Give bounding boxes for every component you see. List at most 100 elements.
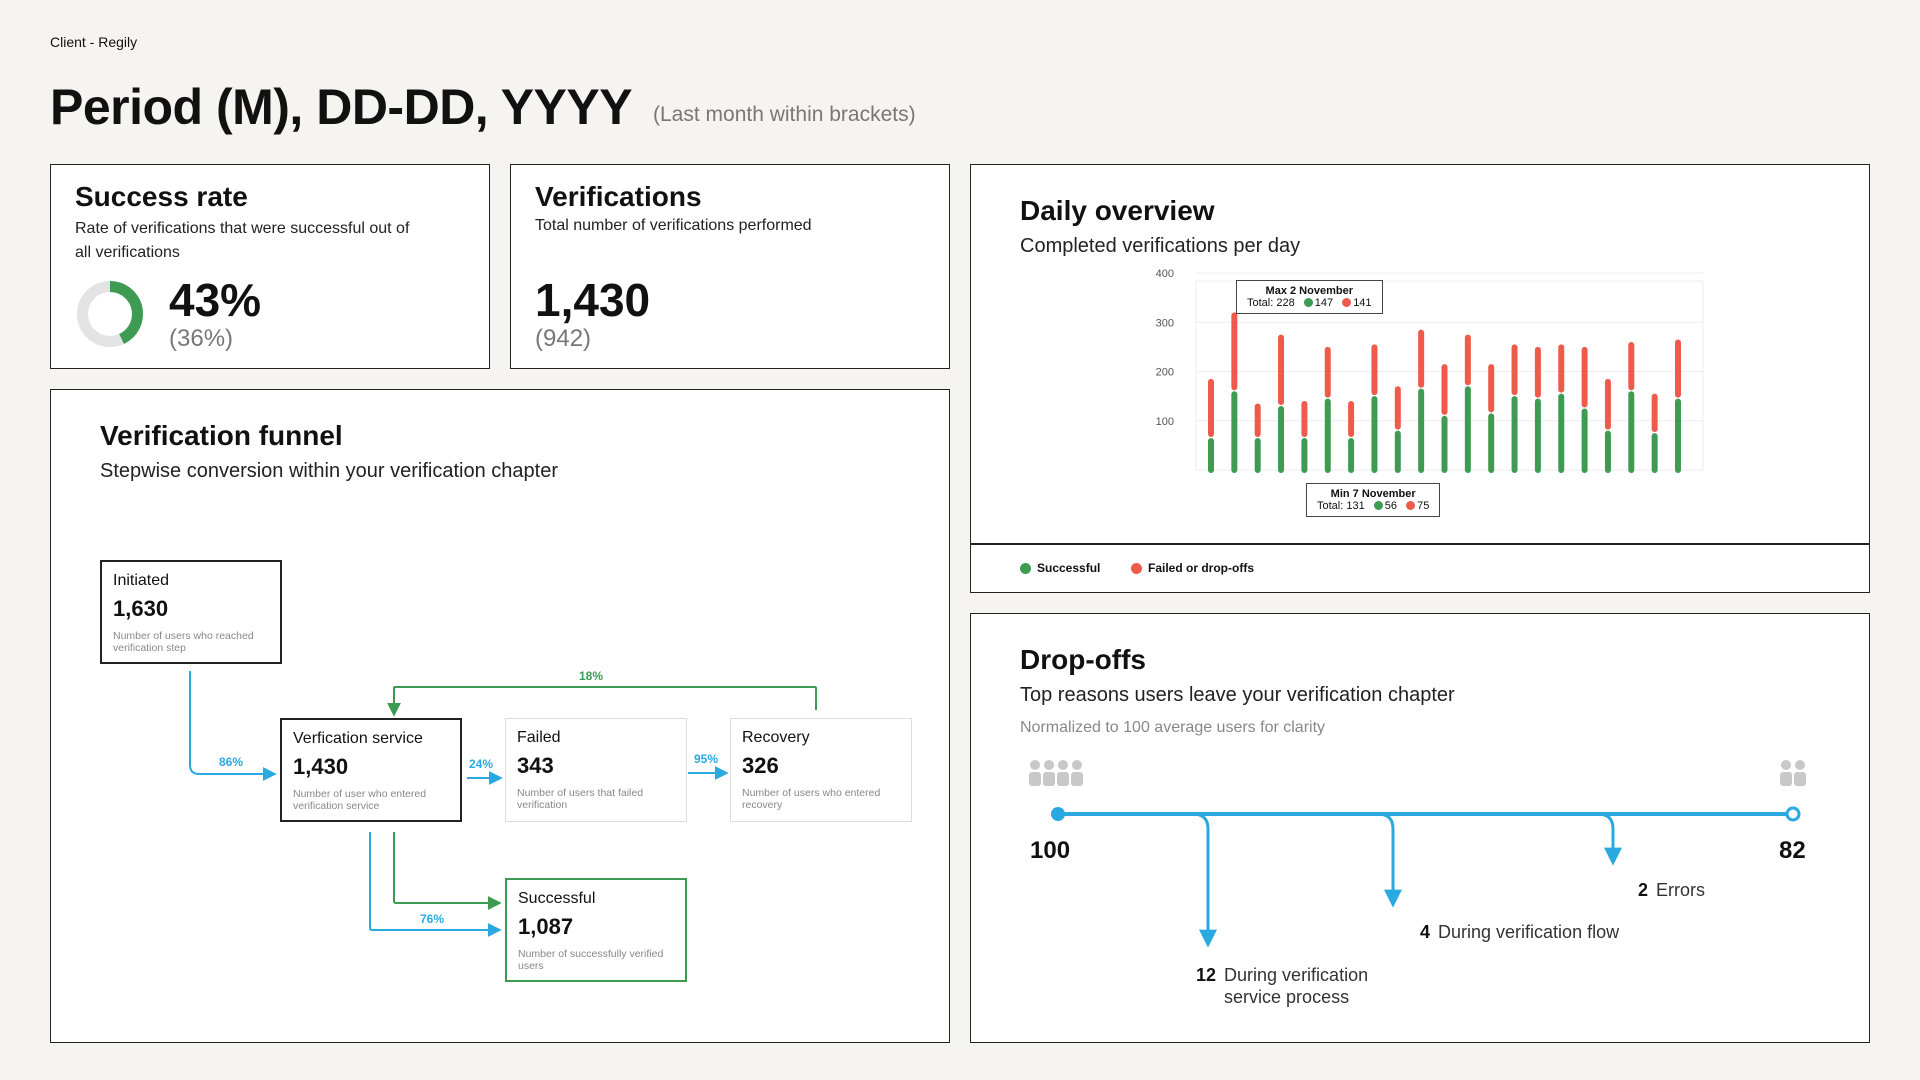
- client-name: Client - Regily: [50, 34, 138, 50]
- funnel-title: Verification funnel: [100, 420, 343, 451]
- max-tooltip-total: Total: 228: [1247, 297, 1295, 309]
- step-label: Successful: [518, 890, 596, 907]
- max-tooltip-title: Max 2 November: [1265, 285, 1353, 297]
- min-tooltip-failed: 75: [1417, 500, 1430, 512]
- pct-initiated-service: 86%: [219, 755, 244, 769]
- dropoff-reason-count: 4: [1420, 922, 1431, 942]
- funnel-step-service: Verfication service 1,430 Number of user…: [280, 718, 462, 822]
- daily-title: Daily overview: [1020, 195, 1215, 226]
- verifications-card: Verifications Total number of verificati…: [510, 164, 950, 369]
- min-tooltip-successful: 56: [1384, 500, 1398, 512]
- page-subtitle: (Last month within brackets): [653, 103, 916, 126]
- step-note: Number of users that failed verification: [517, 787, 644, 811]
- pct-service-successful: 76%: [420, 912, 445, 926]
- dropoff-branch-3: [1597, 812, 1622, 866]
- successful-dot-icon: [1373, 501, 1383, 510]
- success-rate-previous: (36%): [169, 325, 234, 352]
- step-value: 326: [742, 753, 779, 778]
- dropoffs-subtitle: Top reasons users leave your verificatio…: [1020, 684, 1455, 706]
- arrow-service-to-successful-green: [393, 832, 502, 910]
- y-tick-label: 200: [1156, 367, 1174, 379]
- successful-dot-icon: [1303, 298, 1313, 307]
- legend-successful-label: Successful: [1037, 561, 1101, 575]
- y-tick-label: 300: [1156, 317, 1174, 329]
- step-label: Failed: [517, 729, 561, 746]
- dropoff-reason-label: During verification flow: [1438, 922, 1620, 942]
- success-rate-title: Success rate: [75, 181, 248, 212]
- step-value: 1,430: [293, 754, 349, 779]
- max-tooltip: Max 2 November Total: 228 147 141: [1236, 280, 1383, 314]
- dropoffs-card: Drop-offs Top reasons users leave your v…: [970, 613, 1870, 1043]
- pct-service-failed: 24%: [469, 757, 494, 771]
- funnel-connectors: [189, 671, 817, 937]
- dropoffs-diagram: [1029, 760, 1806, 948]
- dropoff-reason-2: 4 During verification flow: [1420, 921, 1619, 943]
- dropoff-start-node: [1051, 807, 1065, 821]
- verifications-title: Verifications: [535, 181, 702, 212]
- page-title: Period (M), DD-DD, YYYY: [50, 79, 633, 135]
- people-start-icon: [1029, 760, 1083, 786]
- arrow-service-to-successful-blue: [369, 832, 502, 937]
- dropoff-end-node: [1785, 806, 1801, 822]
- step-label: Recovery: [742, 729, 810, 746]
- step-note: Number of users who entered recovery: [742, 787, 881, 811]
- dropoff-reason-3: 2 Errors: [1638, 879, 1705, 901]
- step-note: Number of users who reached verification…: [113, 630, 254, 654]
- step-note: Number of successfully verified users: [518, 948, 664, 972]
- funnel-step-successful: Successful 1,087 Number of successfully …: [505, 878, 687, 982]
- dropoff-reason-label: During verification service process: [1224, 965, 1369, 1007]
- verifications-value: 1,430: [535, 274, 651, 326]
- dropoffs-note: Normalized to 100 average users for clar…: [1020, 719, 1326, 736]
- legend-failed-label: Failed or drop-offs: [1148, 561, 1254, 575]
- funnel-subtitle: Stepwise conversion within your verifica…: [100, 460, 558, 482]
- dropoffs-title: Drop-offs: [1020, 644, 1146, 675]
- y-tick-label: 100: [1156, 416, 1174, 428]
- dropoff-reason-count: 12: [1196, 965, 1217, 985]
- success-rate-value: 43%: [169, 274, 262, 326]
- step-label: Verfication service: [293, 730, 423, 747]
- pct-recovery-service: 18%: [579, 669, 604, 683]
- verification-funnel-card: Verification funnel Stepwise conversion …: [50, 389, 950, 1043]
- step-value: 1,087: [518, 914, 574, 939]
- dropoff-reason-count: 2: [1638, 880, 1649, 900]
- legend-divider: [971, 543, 1869, 545]
- dropoff-reason-1: 12 During verification service process: [1196, 964, 1436, 1008]
- step-value: 343: [517, 753, 554, 778]
- arrow-recovery-to-service: [387, 686, 817, 717]
- min-tooltip-total: Total: 131: [1317, 500, 1365, 512]
- dropoff-end-value: 82: [1779, 837, 1806, 864]
- people-end-icon: [1780, 760, 1806, 786]
- min-tooltip-title: Min 7 November: [1330, 488, 1416, 500]
- successful-dot-icon: [1020, 563, 1031, 574]
- daily-subtitle: Completed verifications per day: [1020, 235, 1301, 257]
- failed-dot-icon: [1131, 563, 1142, 574]
- dropoff-branch-1: [1192, 812, 1217, 948]
- arrow-initiated-to-service: [189, 671, 277, 781]
- failed-dot-icon: [1342, 298, 1352, 307]
- success-rate-donut: [77, 281, 143, 347]
- min-tooltip: Min 7 November Total: 131 56 75: [1306, 483, 1441, 517]
- chart-plot-area: [1195, 280, 1704, 471]
- legend-successful: Successful: [1020, 561, 1100, 575]
- max-tooltip-successful: 147: [1314, 297, 1334, 309]
- verifications-description: Total number of verifications performed: [535, 217, 812, 234]
- funnel-step-recovery: Recovery 326 Number of users who entered…: [730, 718, 912, 822]
- step-value: 1,630: [113, 596, 169, 621]
- verifications-previous: (942): [535, 325, 592, 352]
- step-label: Initiated: [113, 572, 170, 589]
- failed-dot-icon: [1406, 501, 1416, 510]
- success-rate-card: Success rate Rate of verifications that …: [50, 164, 490, 369]
- success-rate-description: Rate of verifications that were successf…: [75, 220, 410, 261]
- dropoff-reason-label: Errors: [1656, 880, 1706, 900]
- daily-chart: 100 200 300 400: [1156, 268, 1704, 473]
- donut-arc: [77, 281, 143, 347]
- dropoff-start-value: 100: [1030, 837, 1071, 864]
- funnel-step-initiated: Initiated 1,630 Number of users who reac…: [100, 560, 282, 664]
- funnel-step-failed: Failed 343 Number of users that failed v…: [505, 718, 687, 822]
- legend-failed: Failed or drop-offs: [1131, 561, 1254, 575]
- y-tick-label: 400: [1156, 268, 1174, 280]
- step-note: Number of user who entered verification …: [293, 788, 427, 812]
- dropoff-branch-2: [1377, 812, 1402, 908]
- pct-failed-recovery: 95%: [694, 752, 719, 766]
- max-tooltip-failed: 141: [1353, 297, 1372, 309]
